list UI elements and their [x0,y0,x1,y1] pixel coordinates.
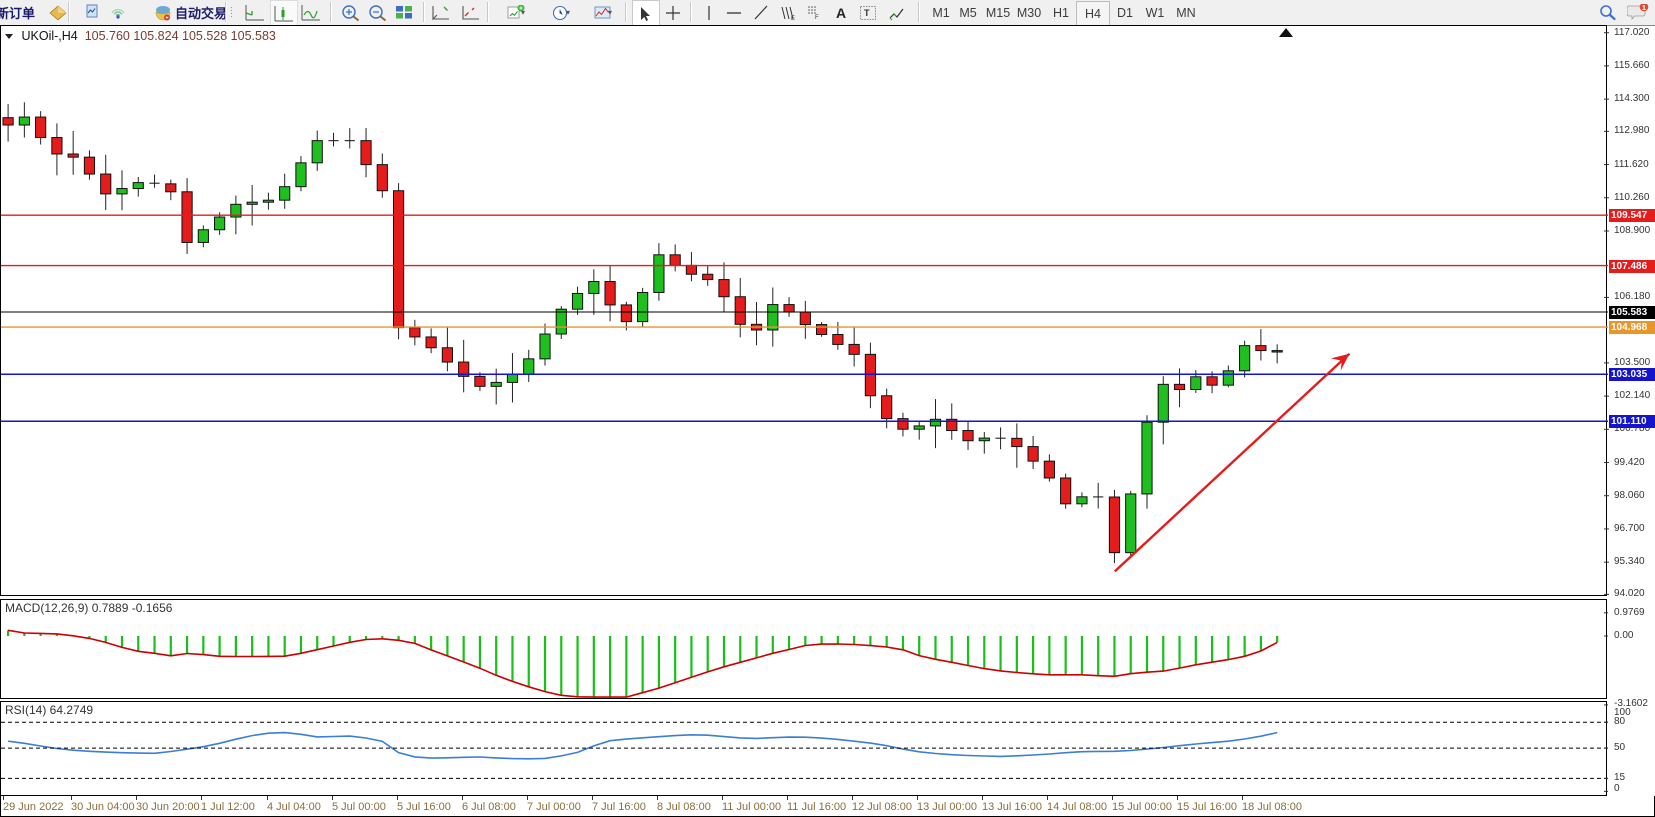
svg-text:1: 1 [1642,4,1646,12]
svg-text:E: E [791,16,795,21]
svg-text:T: T [864,8,870,18]
svg-text:F: F [815,15,819,20]
